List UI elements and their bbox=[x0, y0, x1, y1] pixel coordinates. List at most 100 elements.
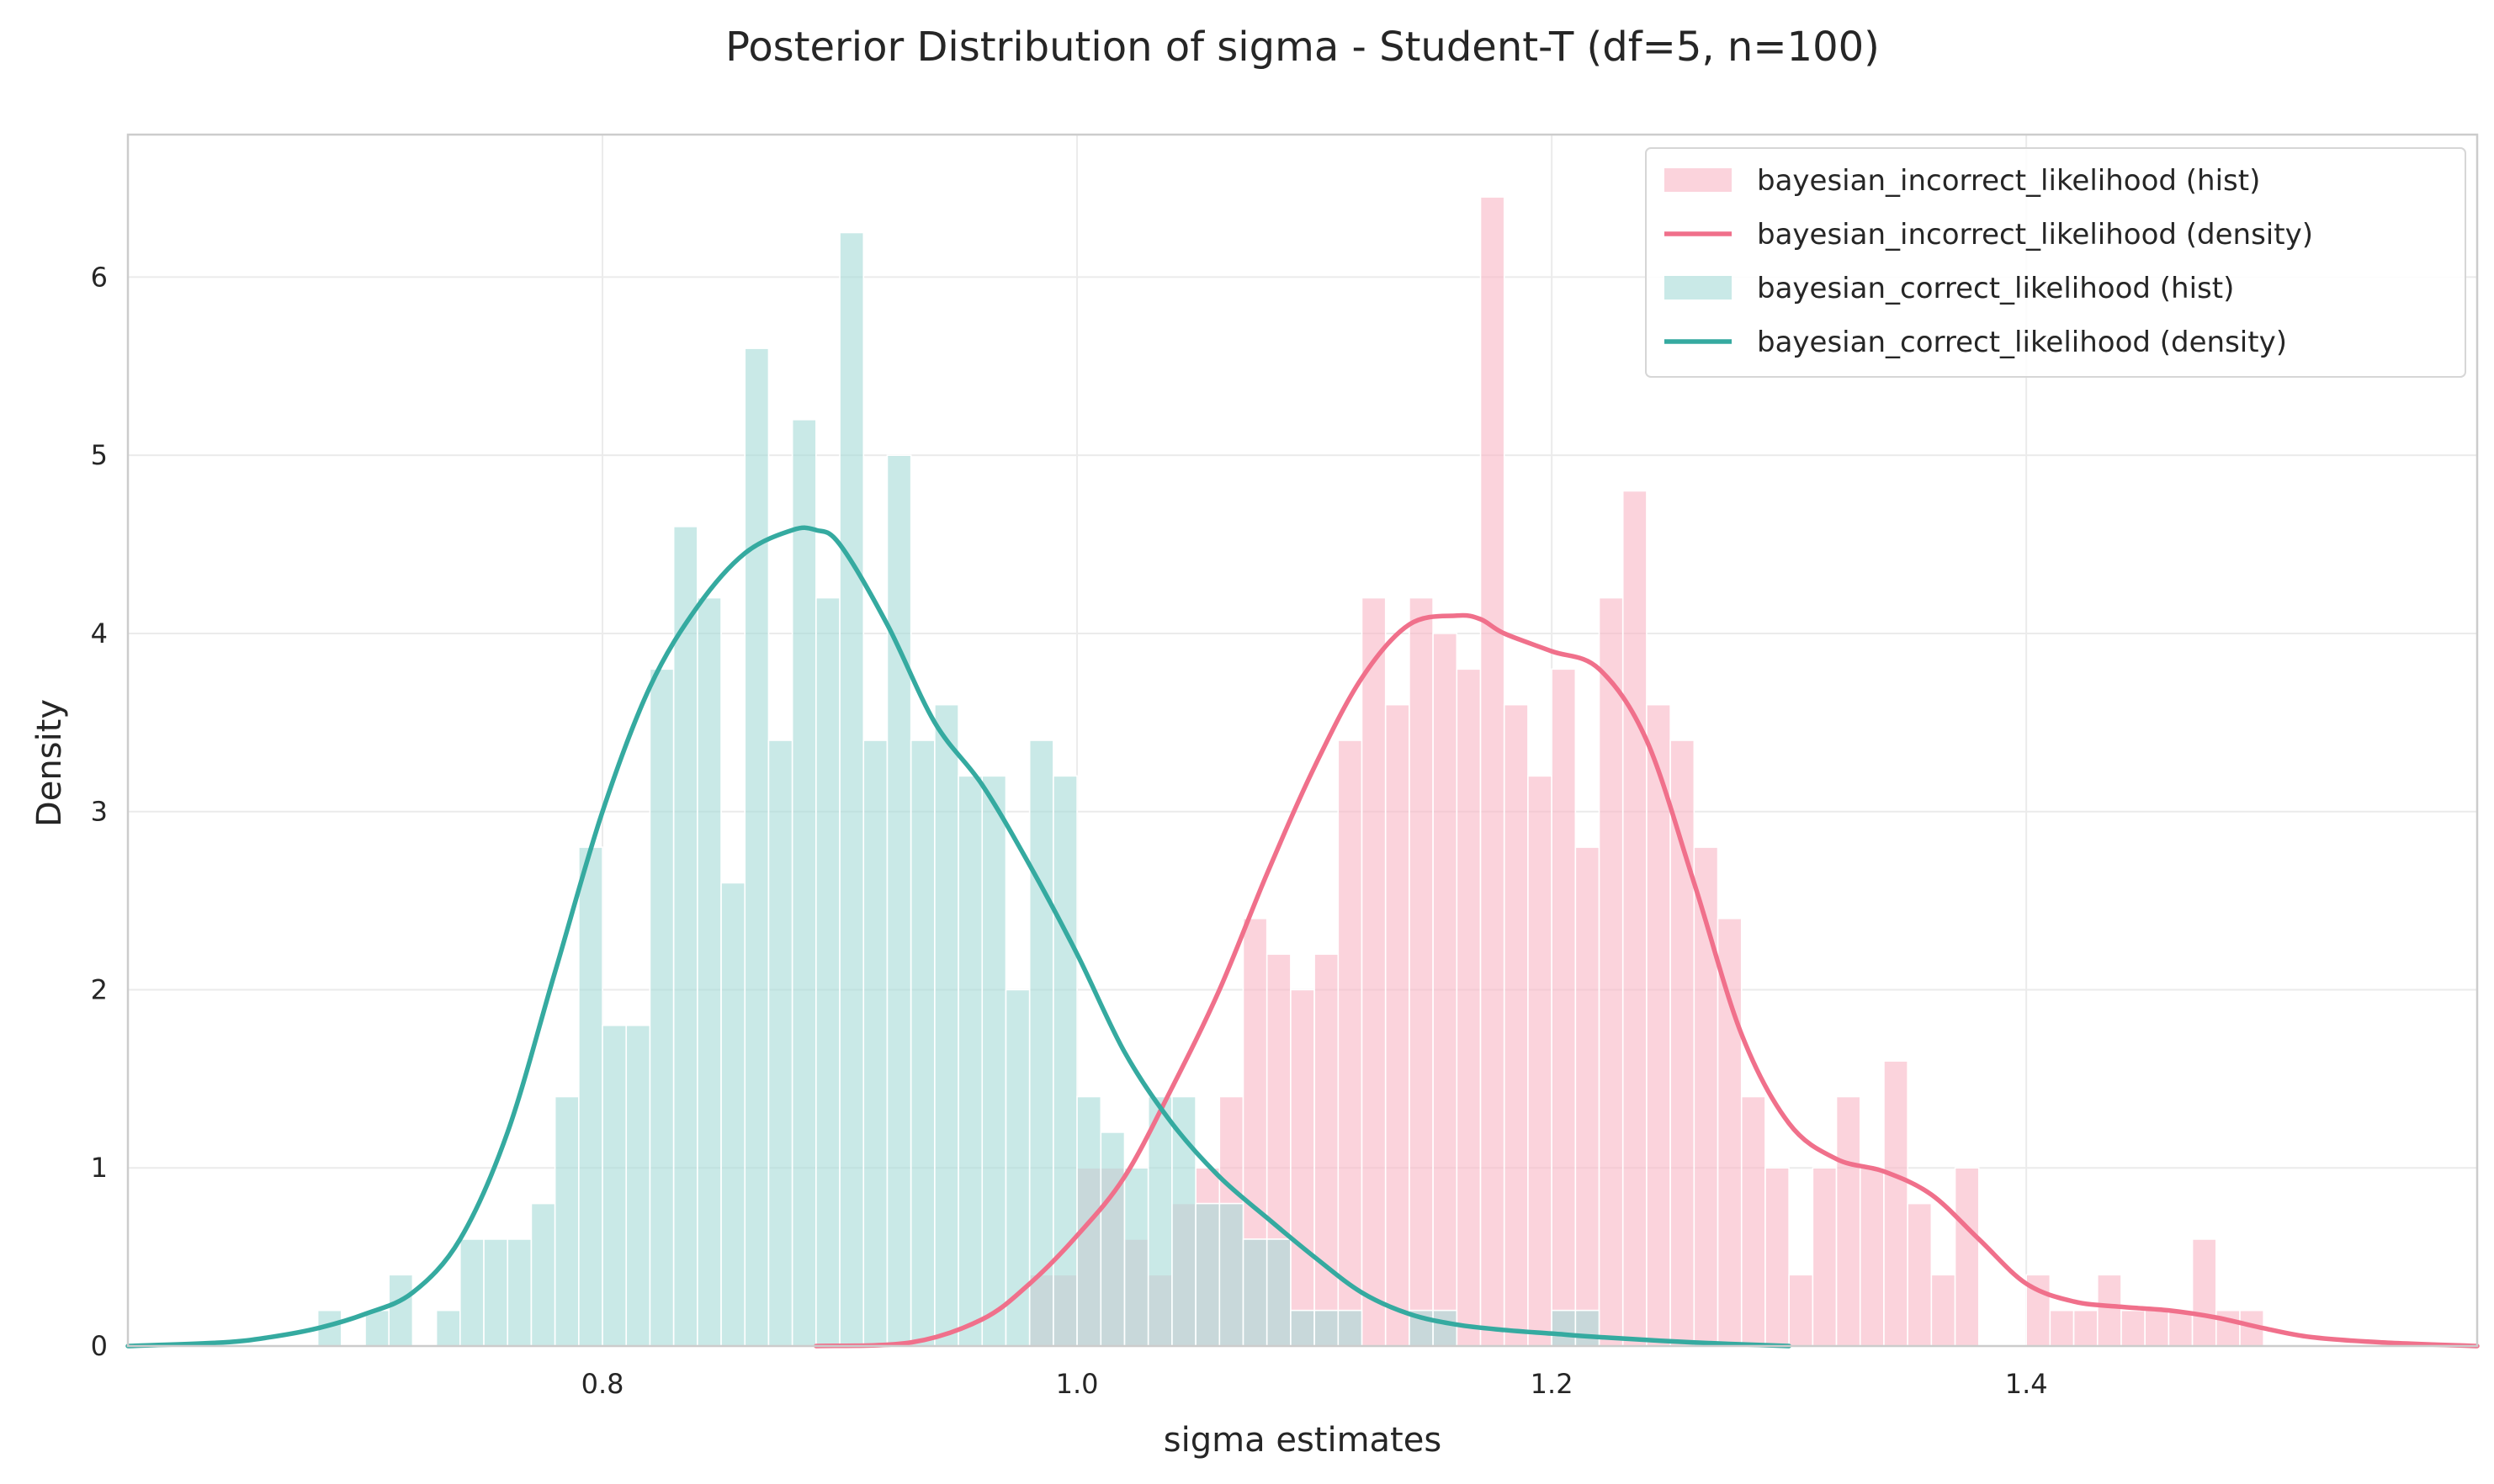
density-line-correct bbox=[125, 525, 1791, 1349]
y-tick-label: 4 bbox=[91, 617, 108, 649]
hist-bar bbox=[1788, 1274, 1814, 1347]
y-tick-label: 0 bbox=[91, 1330, 108, 1362]
hist-bar bbox=[1527, 775, 1552, 1347]
hist-bar bbox=[2120, 1309, 2146, 1347]
chart-title: Posterior Distribution of sigma - Studen… bbox=[725, 24, 1880, 71]
hist-bar bbox=[958, 775, 984, 1347]
hist-bar bbox=[1764, 1167, 1790, 1347]
hist-bar bbox=[1195, 1202, 1221, 1347]
hist-bar bbox=[2072, 1309, 2099, 1347]
hist-bar bbox=[862, 739, 889, 1347]
hist-bar bbox=[1669, 739, 1695, 1347]
y-tick-label: 6 bbox=[91, 261, 108, 293]
hist-bar bbox=[1123, 1167, 1149, 1347]
x-tick-label: 1.2 bbox=[1531, 1368, 1573, 1400]
hist-bar bbox=[2049, 1309, 2075, 1347]
hist-bar bbox=[1337, 739, 1363, 1347]
density-line-incorrect bbox=[814, 612, 2480, 1349]
legend-entry: bayesian_correct_likelihood (hist) bbox=[1757, 272, 2234, 305]
hist-bar bbox=[1859, 1167, 1885, 1347]
hist-bar bbox=[554, 1095, 580, 1347]
hist-bar bbox=[1930, 1274, 1956, 1347]
legend-box bbox=[1645, 147, 2466, 378]
hist-bar bbox=[1218, 1202, 1244, 1347]
hist-bar bbox=[815, 596, 841, 1347]
hist-bar bbox=[1551, 668, 1577, 1347]
hist-bar bbox=[791, 419, 817, 1347]
hist-bar bbox=[981, 775, 1007, 1347]
legend-swatch-hist bbox=[1664, 168, 1732, 192]
hist-bar bbox=[1646, 703, 1671, 1347]
hist-bar bbox=[1384, 703, 1410, 1347]
hist-bar bbox=[1337, 1309, 1363, 1347]
hist-bar bbox=[1812, 1167, 1838, 1347]
x-tick-label: 0.8 bbox=[581, 1368, 624, 1400]
hist-bar bbox=[1503, 703, 1529, 1347]
hist-bar bbox=[1954, 1167, 1980, 1347]
x-ticks: 0.8 1.0 1.2 1.4 bbox=[581, 1368, 2048, 1400]
legend-swatch-hist bbox=[1664, 276, 1732, 299]
hist-bar bbox=[839, 231, 865, 1347]
hist-bar bbox=[649, 668, 675, 1347]
x-tick-label: 1.0 bbox=[1056, 1368, 1099, 1400]
hist-bar bbox=[1313, 1309, 1340, 1347]
hist-bar bbox=[1242, 1238, 1268, 1347]
hist-bar bbox=[697, 596, 722, 1347]
hist-bar bbox=[507, 1238, 533, 1347]
legend-entry: bayesian_incorrect_likelihood (density) bbox=[1757, 218, 2313, 252]
density-lines bbox=[125, 525, 2480, 1349]
hist-bar bbox=[625, 1025, 651, 1347]
hist-bar bbox=[1290, 988, 1315, 1347]
hist-bar bbox=[1574, 846, 1600, 1347]
hist-bar bbox=[602, 1025, 628, 1347]
y-tick-label: 2 bbox=[91, 973, 108, 1005]
hist-bar bbox=[2215, 1309, 2241, 1347]
hist-bar bbox=[435, 1309, 461, 1347]
y-tick-label: 3 bbox=[91, 796, 108, 828]
legend-entry: bayesian_incorrect_likelihood (hist) bbox=[1757, 164, 2260, 198]
legend: bayesian_incorrect_likelihood (hist) baye… bbox=[1645, 147, 2466, 378]
hist-bar bbox=[744, 347, 770, 1347]
hist-bar bbox=[1551, 1309, 1577, 1347]
hist-bar bbox=[1907, 1202, 1933, 1347]
hist-bar bbox=[2191, 1238, 2217, 1347]
hist-bar bbox=[1883, 1060, 1908, 1347]
hist-bar bbox=[1835, 1095, 1861, 1347]
hist-bar bbox=[1313, 953, 1340, 1347]
hist-bar bbox=[1740, 1095, 1766, 1347]
hist-bar bbox=[1598, 596, 1624, 1347]
plot-border bbox=[126, 133, 2479, 1348]
hist-bar bbox=[578, 846, 603, 1347]
hist-bar bbox=[364, 1309, 390, 1347]
hist-bar bbox=[530, 1202, 556, 1347]
y-ticks: 0 1 2 3 4 5 6 bbox=[91, 261, 108, 1362]
hist-bar bbox=[1693, 846, 1719, 1347]
hist-bar bbox=[672, 526, 698, 1347]
hist-bar bbox=[1432, 1309, 1458, 1347]
x-tick-label: 1.4 bbox=[2005, 1368, 2048, 1400]
hist-bar bbox=[886, 454, 912, 1347]
x-axis-label: sigma estimates bbox=[1164, 1421, 1441, 1460]
hist-bar bbox=[483, 1238, 509, 1347]
hist-bar bbox=[910, 739, 936, 1347]
hist-bar bbox=[1409, 596, 1434, 1347]
hist-bar bbox=[1361, 596, 1387, 1347]
hist-bar bbox=[1290, 1309, 1315, 1347]
hist-bar bbox=[2144, 1309, 2170, 1347]
hist-bar bbox=[2168, 1309, 2194, 1347]
hist-bar bbox=[1621, 490, 1648, 1347]
hist-bar bbox=[1266, 1238, 1292, 1347]
hist-bar bbox=[388, 1274, 414, 1347]
y-tick-label: 1 bbox=[91, 1152, 108, 1184]
hist-bar bbox=[459, 1238, 485, 1347]
hist-bar bbox=[1028, 739, 1054, 1347]
y-tick-label: 5 bbox=[91, 439, 108, 471]
hist-bar bbox=[1171, 1095, 1197, 1347]
hist-bar bbox=[2096, 1274, 2122, 1347]
hist-bar bbox=[1147, 1095, 1173, 1347]
hist-bar bbox=[1432, 633, 1458, 1347]
hist-bar bbox=[720, 882, 746, 1347]
hist-bar bbox=[1479, 196, 1505, 1347]
hist-bar bbox=[934, 703, 959, 1347]
